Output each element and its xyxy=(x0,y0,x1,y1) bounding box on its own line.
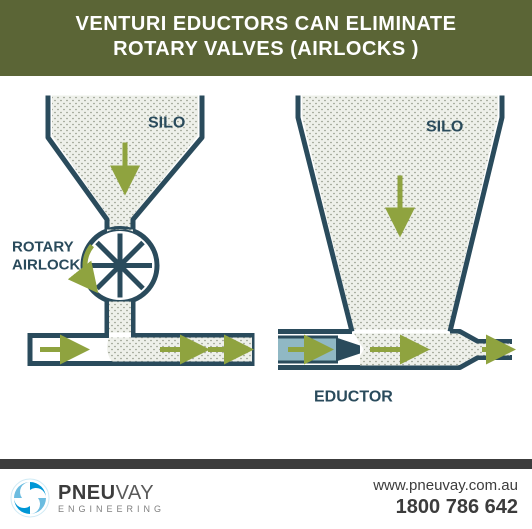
label-eductor: EDUCTOR xyxy=(314,389,393,406)
diagram-area: SILO ROTARY AIRLOCK xyxy=(0,76,532,459)
logo-swirl-icon xyxy=(10,478,50,518)
logo-text: PNEUVAY ENGINEERING xyxy=(58,483,165,514)
label-rotary-2: AIRLOCK xyxy=(12,257,80,274)
footer-divider xyxy=(0,459,532,469)
page-title: VENTURI EDUCTORS CAN ELIMINATE ROTARY VA… xyxy=(10,12,522,62)
label-silo-left: SILO xyxy=(148,115,185,132)
label-rotary-1: ROTARY xyxy=(12,239,74,256)
eductor-nozzle-bot-edge xyxy=(278,361,338,364)
title-line2: ROTARY VALVES (AIRLOCKS ) xyxy=(113,38,419,60)
logo-brand: PNEUVAY xyxy=(58,483,165,503)
contact-url: www.pneuvay.com.au xyxy=(373,477,518,494)
title-line1: VENTURI EDUCTORS CAN ELIMINATE xyxy=(76,13,457,35)
eductor-nozzle-top-edge xyxy=(278,336,338,339)
logo-brand-bold: PNEU xyxy=(58,482,116,504)
logo-brand-light: VAY xyxy=(116,482,155,504)
left-chute-material xyxy=(109,302,131,338)
contact-phone: 1800 786 642 xyxy=(373,496,518,519)
header-banner: VENTURI EDUCTORS CAN ELIMINATE ROTARY VA… xyxy=(0,0,532,76)
rotary-valve-hub xyxy=(114,260,126,272)
logo: PNEUVAY ENGINEERING xyxy=(10,478,165,518)
label-silo-right: SILO xyxy=(426,119,463,136)
logo-subtitle: ENGINEERING xyxy=(58,505,165,514)
contact-block: www.pneuvay.com.au 1800 786 642 xyxy=(373,477,518,519)
diagram-svg: SILO ROTARY AIRLOCK xyxy=(0,76,532,459)
footer: PNEUVAY ENGINEERING www.pneuvay.com.au 1… xyxy=(0,469,532,529)
